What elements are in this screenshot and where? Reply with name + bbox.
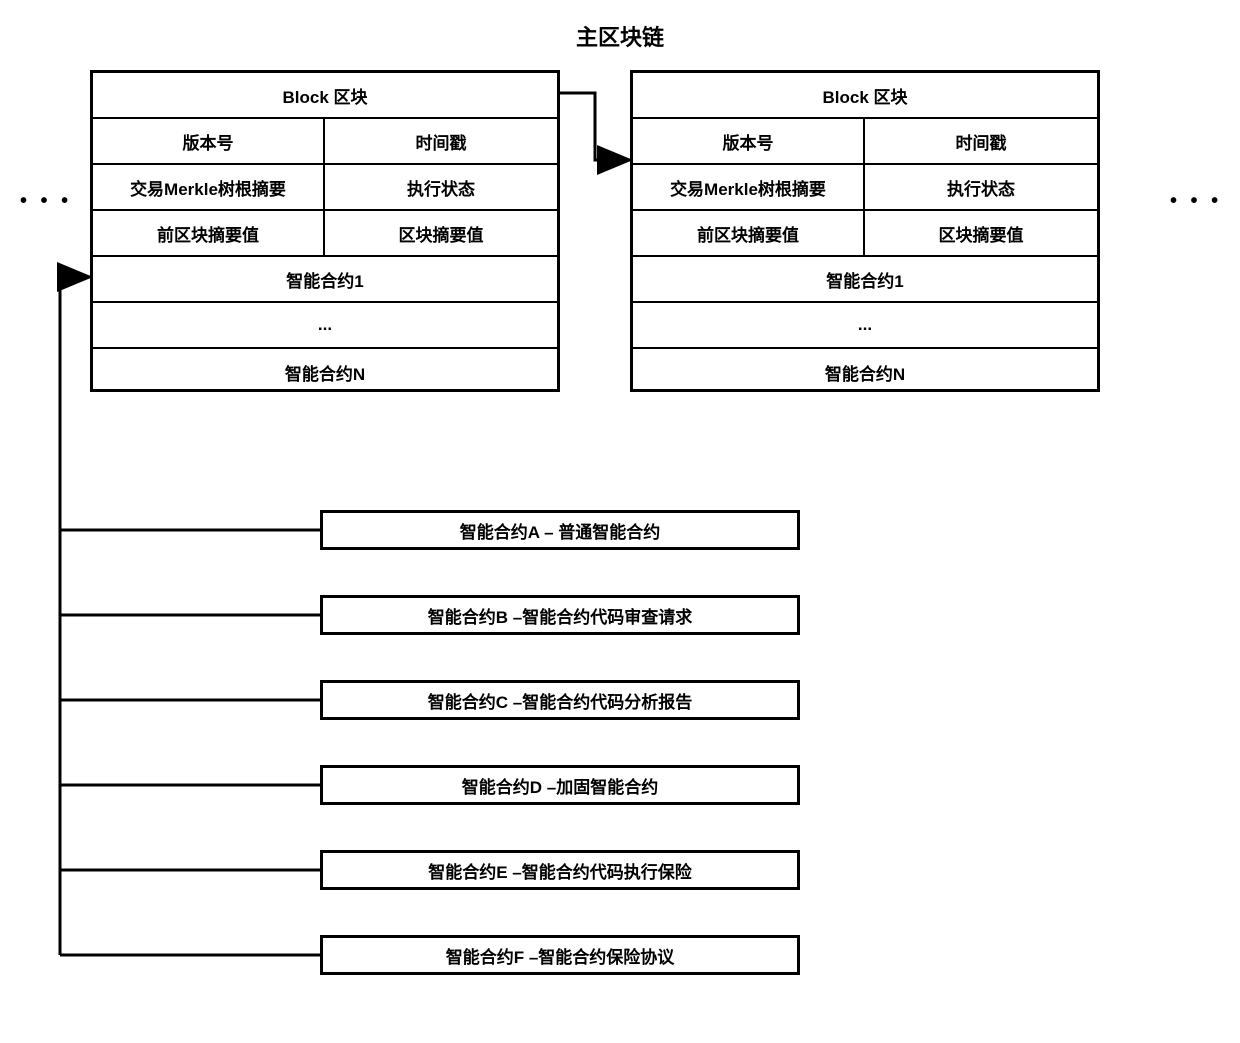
contract-d: 智能合约D –加固智能合约 — [320, 765, 800, 805]
row-contract-1: 智能合约1 — [93, 257, 557, 303]
row-contract-1: 智能合约1 — [633, 257, 1097, 303]
cell-block-hash: 区块摘要值 — [325, 211, 557, 255]
block-row: 前区块摘要值 区块摘要值 — [93, 211, 557, 257]
cell-merkle: 交易Merkle树根摘要 — [93, 165, 325, 209]
row-ellipsis: ... — [633, 303, 1097, 349]
block-row: 前区块摘要值 区块摘要值 — [633, 211, 1097, 257]
block-row: 交易Merkle树根摘要 执行状态 — [93, 165, 557, 211]
cell-merkle: 交易Merkle树根摘要 — [633, 165, 865, 209]
contract-a: 智能合约A – 普通智能合约 — [320, 510, 800, 550]
block-row: 版本号 时间戳 — [633, 119, 1097, 165]
cell-prev-hash: 前区块摘要值 — [633, 211, 865, 255]
cell-version: 版本号 — [93, 119, 325, 163]
cell-prev-hash: 前区块摘要值 — [93, 211, 325, 255]
block-header: Block 区块 — [93, 73, 557, 119]
cell-timestamp: 时间戳 — [325, 119, 557, 163]
block-header: Block 区块 — [633, 73, 1097, 119]
row-contract-n: 智能合约N — [93, 349, 557, 395]
block-row: 交易Merkle树根摘要 执行状态 — [633, 165, 1097, 211]
cell-timestamp: 时间戳 — [865, 119, 1097, 163]
ellipsis-right: • • • — [1170, 190, 1222, 213]
contract-c: 智能合约C –智能合约代码分析报告 — [320, 680, 800, 720]
ellipsis-left: • • • — [20, 190, 72, 213]
cell-block-hash: 区块摘要值 — [865, 211, 1097, 255]
diagram-title: 主区块链 — [576, 20, 664, 52]
cell-exec-status: 执行状态 — [865, 165, 1097, 209]
contract-b: 智能合约B –智能合约代码审查请求 — [320, 595, 800, 635]
row-ellipsis: ... — [93, 303, 557, 349]
row-contract-n: 智能合约N — [633, 349, 1097, 395]
block-left: Block 区块 版本号 时间戳 交易Merkle树根摘要 执行状态 前区块摘要… — [90, 70, 560, 392]
cell-version: 版本号 — [633, 119, 865, 163]
block-right: Block 区块 版本号 时间戳 交易Merkle树根摘要 执行状态 前区块摘要… — [630, 70, 1100, 392]
cell-exec-status: 执行状态 — [325, 165, 557, 209]
contract-e: 智能合约E –智能合约代码执行保险 — [320, 850, 800, 890]
block-row: 版本号 时间戳 — [93, 119, 557, 165]
contract-f: 智能合约F –智能合约保险协议 — [320, 935, 800, 975]
